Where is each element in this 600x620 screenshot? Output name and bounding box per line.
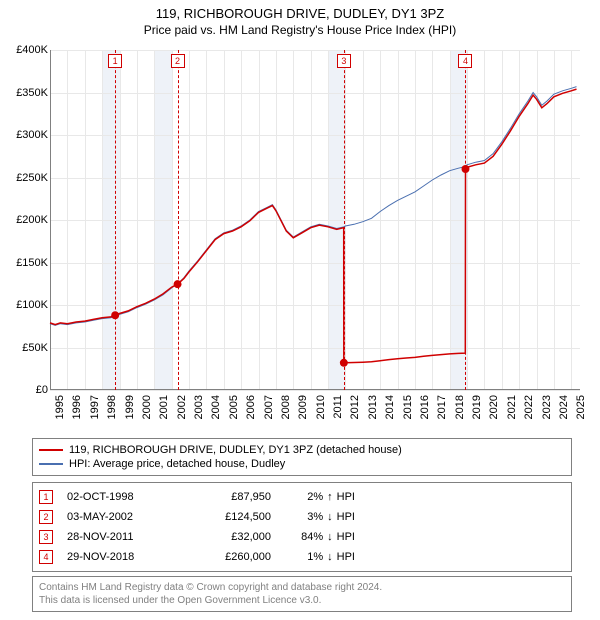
y-axis-label: £250K (3, 172, 48, 184)
x-axis-label: 2022 (523, 395, 535, 419)
x-axis-label: 1998 (106, 395, 118, 419)
legend-item-property: 119, RICHBOROUGH DRIVE, DUDLEY, DY1 3PZ … (39, 443, 565, 457)
x-axis-label: 2021 (506, 395, 518, 419)
transaction-marker (174, 280, 182, 288)
transaction-price: £32,000 (191, 531, 271, 543)
transaction-price: £260,000 (191, 551, 271, 563)
transaction-row: 4 29-NOV-2018 £260,000 1%↓HPI (39, 547, 565, 567)
x-axis-label: 2005 (228, 395, 240, 419)
transaction-price: £87,950 (191, 491, 271, 503)
x-axis-label: 1997 (89, 395, 101, 419)
transactions-table: 1 02-OCT-1998 £87,950 2%↑HPI 2 03-MAY-2002 £12… (32, 482, 572, 572)
legend-swatch-hpi (39, 463, 63, 465)
x-axis-label: 2016 (419, 395, 431, 419)
attribution-line1: Contains HM Land Registry data © Crown c… (39, 581, 565, 594)
transaction-price: £124,500 (191, 511, 271, 523)
x-axis-label: 1995 (54, 395, 66, 419)
transaction-marker (340, 359, 348, 367)
x-axis-label: 2020 (488, 395, 500, 419)
x-axis-label: 2007 (263, 395, 275, 419)
arrow-icon: ↑ (327, 491, 333, 503)
transaction-delta: 3%↓HPI (285, 511, 355, 523)
transaction-delta: 1%↓HPI (285, 551, 355, 563)
transaction-marker (461, 165, 469, 173)
event-marker-2: 2 (171, 54, 185, 68)
y-axis-label: £150K (3, 257, 48, 269)
x-axis-label: 2000 (141, 395, 153, 419)
y-axis-label: £200K (3, 214, 48, 226)
x-axis-label: 2012 (349, 395, 361, 419)
x-axis-label: 2011 (332, 395, 344, 419)
x-axis-label: 1996 (71, 395, 83, 419)
x-axis-label: 2024 (558, 395, 570, 419)
x-axis-label: 2014 (384, 395, 396, 419)
x-axis-label: 2008 (280, 395, 292, 419)
x-axis-label: 2009 (297, 395, 309, 419)
arrow-icon: ↓ (327, 551, 333, 563)
x-axis-label: 2013 (367, 395, 379, 419)
gridline-h (50, 390, 580, 391)
line-plot (50, 50, 580, 390)
transaction-row: 3 28-NOV-2011 £32,000 84%↓HPI (39, 527, 565, 547)
transaction-number: 2 (39, 510, 53, 524)
transaction-date: 29-NOV-2018 (67, 551, 177, 563)
legend-label-property: 119, RICHBOROUGH DRIVE, DUDLEY, DY1 3PZ … (69, 444, 402, 456)
event-marker-4: 4 (458, 54, 472, 68)
transaction-date: 03-MAY-2002 (67, 511, 177, 523)
x-axis-label: 2010 (315, 395, 327, 419)
transaction-delta: 2%↑HPI (285, 491, 355, 503)
x-axis-label: 2017 (436, 395, 448, 419)
series-hpi (50, 87, 577, 326)
event-marker-1: 1 (108, 54, 122, 68)
transaction-number: 4 (39, 550, 53, 564)
attribution-box: Contains HM Land Registry data © Crown c… (32, 576, 572, 612)
arrow-icon: ↓ (327, 531, 333, 543)
y-axis-label: £100K (3, 299, 48, 311)
x-axis-label: 2001 (158, 395, 170, 419)
y-axis-label: £350K (3, 87, 48, 99)
attribution-line2: This data is licensed under the Open Gov… (39, 594, 565, 607)
event-marker-3: 3 (337, 54, 351, 68)
arrow-icon: ↓ (327, 511, 333, 523)
transaction-delta: 84%↓HPI (285, 531, 355, 543)
x-axis-label: 2006 (245, 395, 257, 419)
x-axis-label: 1999 (124, 395, 136, 419)
legend-label-hpi: HPI: Average price, detached house, Dudl… (69, 458, 285, 470)
transaction-row: 2 03-MAY-2002 £124,500 3%↓HPI (39, 507, 565, 527)
chart-subtitle: Price paid vs. HM Land Registry's House … (0, 21, 600, 37)
transaction-row: 1 02-OCT-1998 £87,950 2%↑HPI (39, 487, 565, 507)
legend-swatch-property (39, 449, 63, 451)
x-axis-label: 2002 (176, 395, 188, 419)
x-axis-label: 2018 (454, 395, 466, 419)
x-axis-label: 2003 (193, 395, 205, 419)
x-axis-label: 2025 (575, 395, 587, 419)
transaction-number: 1 (39, 490, 53, 504)
y-axis-label: £400K (3, 44, 48, 56)
y-axis-label: £300K (3, 129, 48, 141)
y-axis-label: £0 (3, 384, 48, 396)
transaction-date: 02-OCT-1998 (67, 491, 177, 503)
legend-box: 119, RICHBOROUGH DRIVE, DUDLEY, DY1 3PZ … (32, 438, 572, 476)
x-axis-label: 2004 (210, 395, 222, 419)
x-axis-label: 2019 (471, 395, 483, 419)
chart-container: 119, RICHBOROUGH DRIVE, DUDLEY, DY1 3PZ … (0, 0, 600, 620)
x-axis-label: 2023 (541, 395, 553, 419)
y-axis-label: £50K (3, 342, 48, 354)
transaction-marker (111, 311, 119, 319)
chart-title: 119, RICHBOROUGH DRIVE, DUDLEY, DY1 3PZ (0, 0, 600, 21)
legend-item-hpi: HPI: Average price, detached house, Dudl… (39, 457, 565, 471)
x-axis-label: 2015 (402, 395, 414, 419)
transaction-date: 28-NOV-2011 (67, 531, 177, 543)
transaction-number: 3 (39, 530, 53, 544)
